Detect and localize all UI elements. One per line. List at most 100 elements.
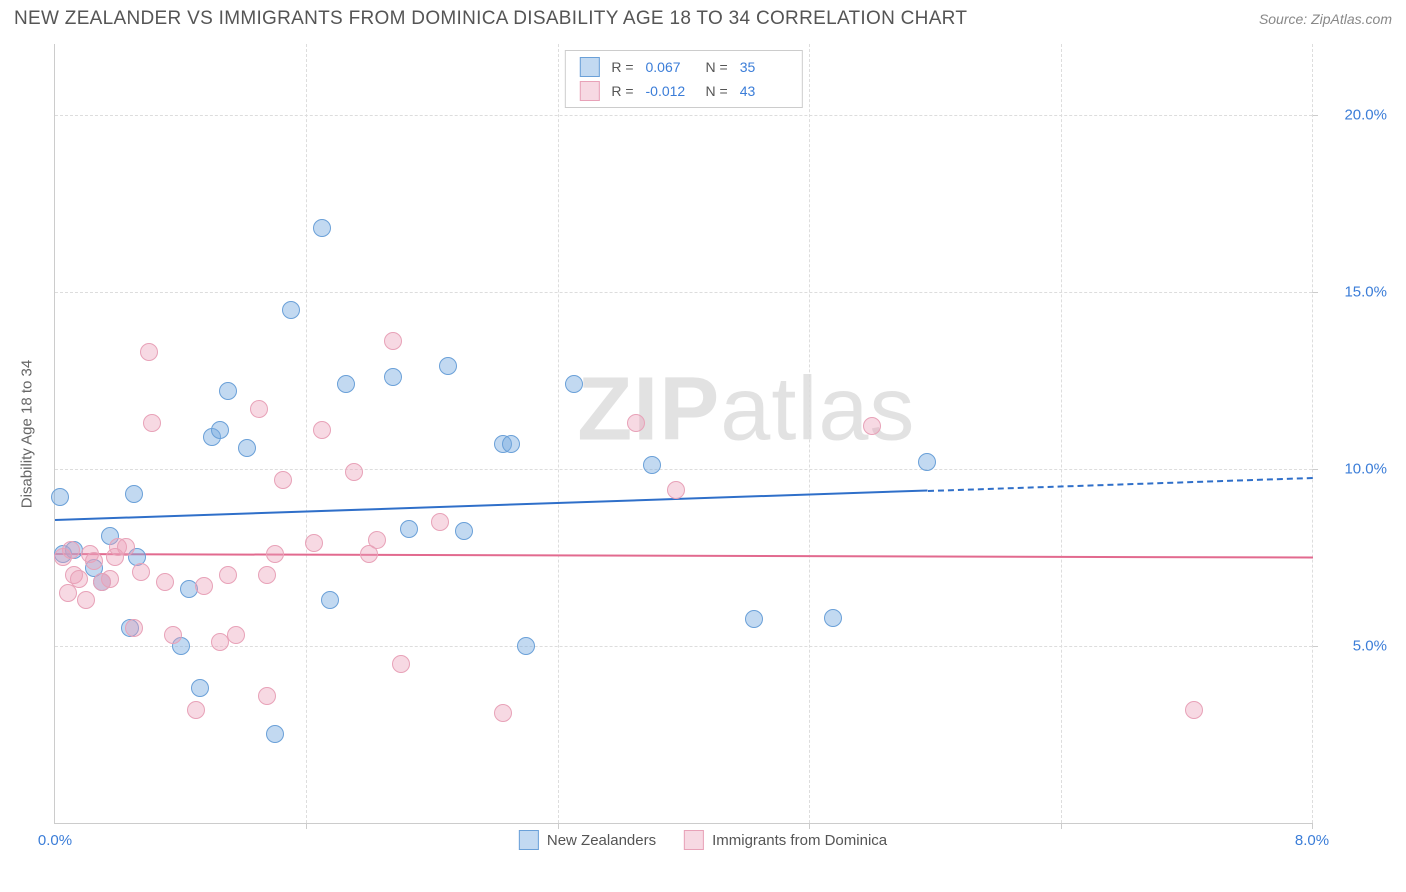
source-label: Source: ZipAtlas.com: [1259, 11, 1392, 27]
point-dom: [156, 573, 174, 591]
watermark-atlas: atlas: [720, 360, 915, 460]
point-dom: [258, 687, 276, 705]
point-dom: [863, 417, 881, 435]
xtick-mark: [558, 823, 559, 829]
point-nz: [439, 357, 457, 375]
xtick-mark: [306, 823, 307, 829]
point-nz: [51, 488, 69, 506]
xtick-mark: [809, 823, 810, 829]
legend-top-row: R = 0.067 N = 35: [579, 55, 787, 79]
xtick-mark: [1061, 823, 1062, 829]
gridline-h: [55, 646, 1312, 647]
legend-r-label: R =: [611, 83, 633, 99]
gridline-h: [55, 469, 1312, 470]
point-dom: [101, 570, 119, 588]
point-dom: [274, 471, 292, 489]
point-dom: [667, 481, 685, 499]
point-nz: [745, 610, 763, 628]
point-dom: [266, 545, 284, 563]
legend-series-label: Immigrants from Dominica: [712, 832, 887, 849]
point-dom: [627, 414, 645, 432]
point-dom: [85, 552, 103, 570]
legend-series-label: New Zealanders: [547, 832, 656, 849]
point-dom: [368, 531, 386, 549]
point-dom: [125, 619, 143, 637]
point-dom: [62, 541, 80, 559]
point-nz: [125, 485, 143, 503]
gridline-h: [55, 115, 1312, 116]
legend-r-value: 0.067: [646, 59, 694, 75]
watermark-zip: ZIP: [577, 360, 720, 460]
gridline-v: [1061, 44, 1062, 823]
point-dom: [132, 563, 150, 581]
point-nz: [400, 520, 418, 538]
point-nz: [337, 375, 355, 393]
series-legend: New Zealanders Immigrants from Dominica: [519, 830, 887, 850]
point-nz: [211, 421, 229, 439]
chart-title: NEW ZEALANDER VS IMMIGRANTS FROM DOMINIC…: [14, 8, 967, 30]
legend-bottom-item: Immigrants from Dominica: [684, 830, 887, 850]
legend-swatch: [579, 57, 599, 77]
point-dom: [143, 414, 161, 432]
point-dom: [345, 463, 363, 481]
point-nz: [824, 609, 842, 627]
legend-r-label: R =: [611, 59, 633, 75]
ytick-label: 10.0%: [1317, 460, 1387, 477]
header: NEW ZEALANDER VS IMMIGRANTS FROM DOMINIC…: [0, 0, 1406, 36]
legend-swatch: [684, 830, 704, 850]
trendline-nz: [55, 490, 928, 522]
point-nz: [384, 368, 402, 386]
trendline-dom: [55, 553, 1313, 559]
point-dom: [305, 534, 323, 552]
correlation-legend: R = 0.067 N = 35 R = -0.012 N = 43: [564, 50, 802, 108]
point-dom: [70, 570, 88, 588]
point-dom: [195, 577, 213, 595]
gridline-v: [809, 44, 810, 823]
legend-swatch: [519, 830, 539, 850]
point-nz: [643, 456, 661, 474]
chart-container: ZIPatlas Disability Age 18 to 34 R = 0.06…: [14, 44, 1392, 852]
point-dom: [250, 400, 268, 418]
legend-n-value: 43: [740, 83, 788, 99]
watermark: ZIPatlas: [577, 359, 915, 462]
legend-bottom-item: New Zealanders: [519, 830, 656, 850]
xtick-label: 8.0%: [1295, 832, 1329, 849]
xtick-label: 0.0%: [38, 832, 72, 849]
point-dom: [431, 513, 449, 531]
point-dom: [313, 421, 331, 439]
point-nz: [502, 435, 520, 453]
point-dom: [164, 626, 182, 644]
point-dom: [384, 332, 402, 350]
point-nz: [455, 522, 473, 540]
point-nz: [282, 301, 300, 319]
point-dom: [187, 701, 205, 719]
legend-n-label: N =: [706, 59, 728, 75]
legend-top-row: R = -0.012 N = 43: [579, 79, 787, 103]
point-nz: [191, 679, 209, 697]
point-dom: [258, 566, 276, 584]
point-dom: [219, 566, 237, 584]
y-axis-label: Disability Age 18 to 34: [19, 359, 36, 507]
gridline-v: [1312, 44, 1313, 823]
legend-swatch: [579, 81, 599, 101]
point-dom: [77, 591, 95, 609]
legend-n-label: N =: [706, 83, 728, 99]
ytick-label: 5.0%: [1317, 637, 1387, 654]
trendline-nz-dashed: [928, 477, 1313, 492]
ytick-label: 15.0%: [1317, 283, 1387, 300]
point-dom: [140, 343, 158, 361]
xtick-mark: [1312, 823, 1313, 829]
plot-area: ZIPatlas Disability Age 18 to 34 R =0.06…: [54, 44, 1312, 824]
legend-r-value: -0.012: [646, 83, 694, 99]
point-dom: [1185, 701, 1203, 719]
point-dom: [392, 655, 410, 673]
point-dom: [117, 538, 135, 556]
point-nz: [238, 439, 256, 457]
gridline-v: [558, 44, 559, 823]
point-nz: [313, 219, 331, 237]
point-dom: [227, 626, 245, 644]
gridline-v: [306, 44, 307, 823]
legend-n-value: 35: [740, 59, 788, 75]
point-nz: [565, 375, 583, 393]
gridline-h: [55, 292, 1312, 293]
